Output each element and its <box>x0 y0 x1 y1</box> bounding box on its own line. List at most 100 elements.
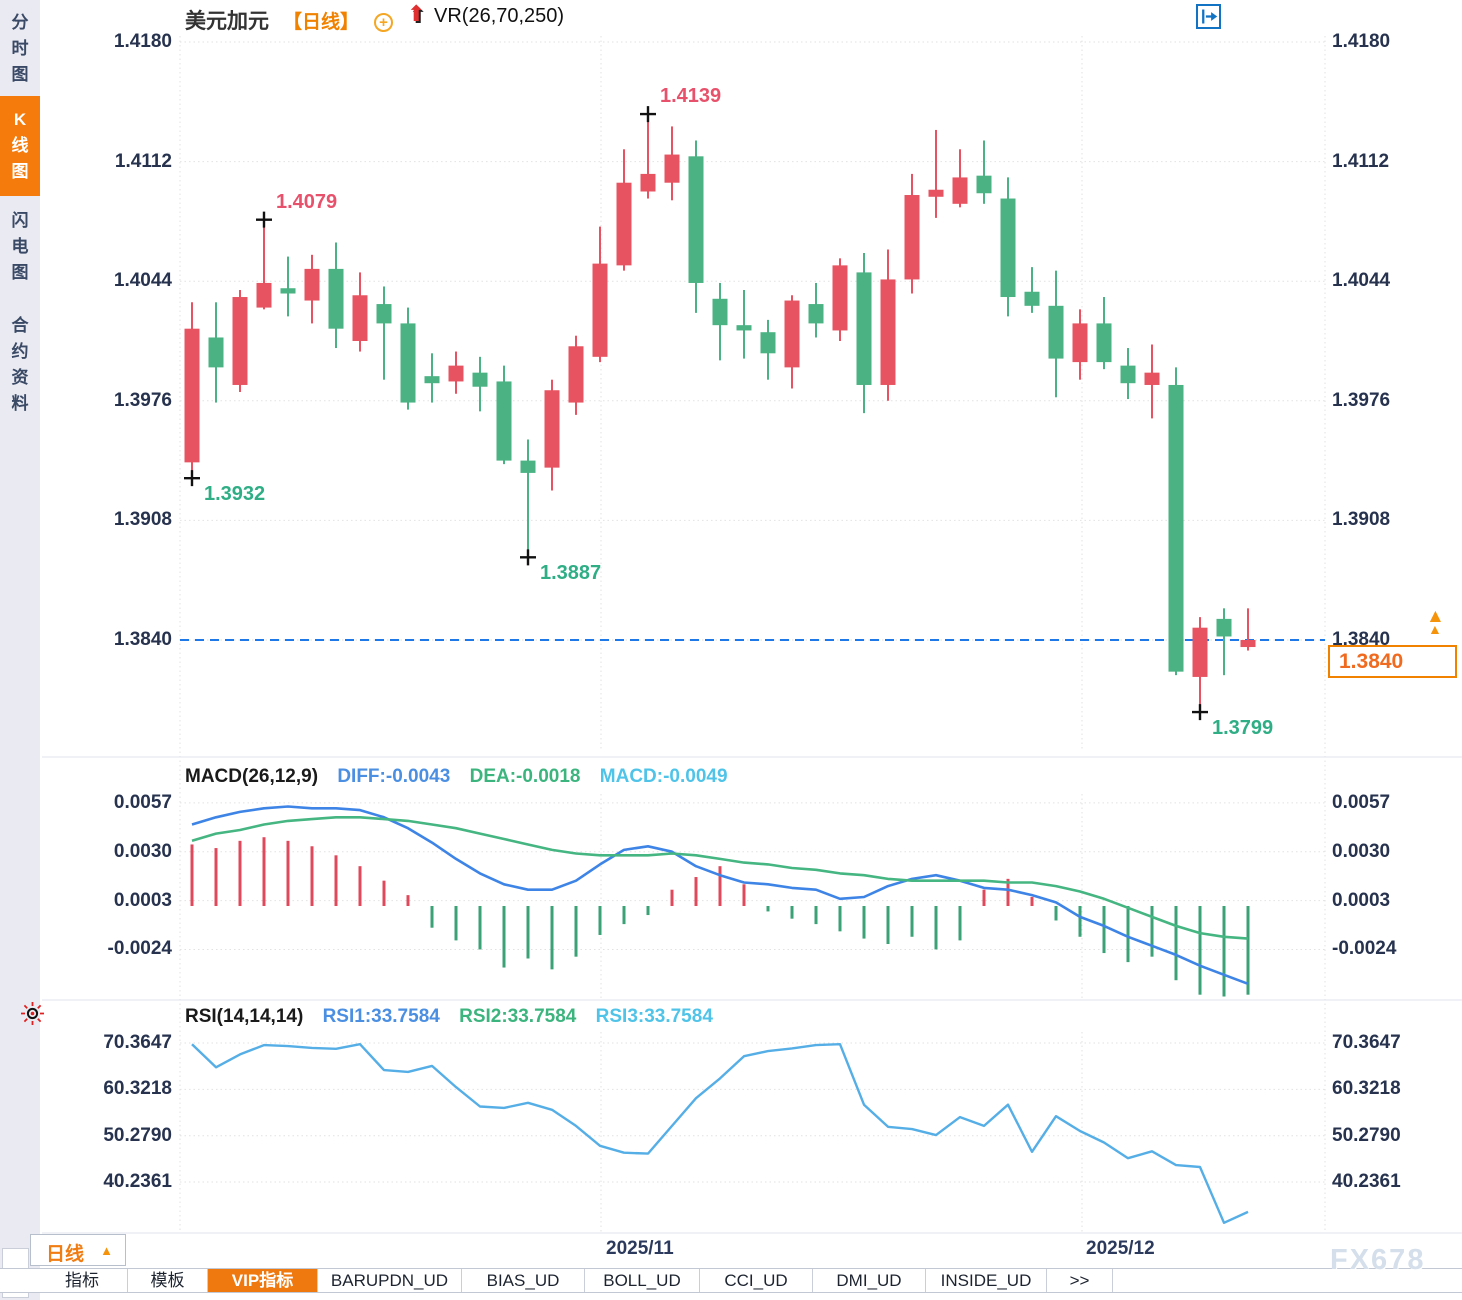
bottom-tab-9[interactable]: INSIDE_UD <box>926 1269 1047 1292</box>
rsi-tick-label: 40.2361 <box>1332 1171 1401 1193</box>
macd-histogram-bar <box>766 906 770 912</box>
indicator-tabbar: 指标 模板 VIP指标 BARUPDN_UD BIAS_UD BOLL_UD CCI_UD D… <box>0 1268 1462 1293</box>
rsi2-readout: RSI2:33.7584 <box>459 1006 577 1027</box>
candle <box>400 307 416 410</box>
candle <box>688 140 704 313</box>
period-selector[interactable]: 日线 ▲ <box>30 1234 126 1266</box>
price-tick-label: 1.4044 <box>113 270 172 292</box>
macd-title: MACD(26,12,9) <box>185 766 319 787</box>
macd-histogram-bar <box>838 906 842 932</box>
sidebar-tab-char: 合 <box>11 316 29 335</box>
macd-histogram-bar <box>886 906 890 945</box>
bottom-tab-1[interactable]: 指标 <box>37 1269 128 1292</box>
price-tick-label: 1.4044 <box>1332 270 1391 292</box>
sidebar-tab-char: 时 <box>11 39 29 58</box>
candle <box>976 140 992 204</box>
macd-histogram-bar <box>502 906 506 968</box>
macd-histogram-bar <box>790 906 794 919</box>
macd-histogram-bar <box>478 906 482 950</box>
macd-histogram-bar <box>526 906 530 959</box>
macd-histogram-bar <box>958 906 962 941</box>
candle <box>1192 617 1208 713</box>
candle <box>448 351 464 394</box>
candle <box>616 149 632 271</box>
chevron-up-icon: ▲ <box>100 1243 113 1258</box>
macd-histogram-bar <box>310 846 314 906</box>
macd-tick-label: -0.0024 <box>1332 938 1397 960</box>
macd-histogram-bar <box>382 880 386 906</box>
candle <box>808 282 824 338</box>
candle <box>184 302 200 479</box>
rsi-tick-label: 60.3218 <box>1332 1078 1401 1100</box>
extreme-cross-marker <box>184 470 200 487</box>
bottom-tab-5[interactable]: BIAS_UD <box>462 1269 585 1292</box>
macd-macd-readout: MACD:-0.0049 <box>599 766 728 787</box>
sidebar-tab-1[interactable]: 分时图 <box>0 4 40 94</box>
jump-to-latest-tool-icon[interactable] <box>1196 4 1221 29</box>
candle <box>1168 367 1184 676</box>
candle <box>1048 270 1064 398</box>
price-up-marker-icon: ▲ <box>1426 606 1445 627</box>
macd-histogram-bar <box>358 866 362 906</box>
macd-histogram-bar <box>574 906 578 957</box>
circle-plus-icon[interactable]: + <box>374 13 393 32</box>
candle <box>664 126 680 201</box>
bottom-tab-3[interactable]: VIP指标 <box>208 1269 318 1292</box>
rsi-tick-label: 50.2790 <box>1332 1124 1401 1146</box>
candle <box>736 289 752 359</box>
candle <box>1216 608 1232 676</box>
sidebar-tab-3[interactable]: 闪电图 <box>0 198 40 296</box>
macd-tick-label: 0.0003 <box>113 889 172 911</box>
rsi-tick-label: 70.3647 <box>1332 1032 1401 1053</box>
symbol-title: 美元加元 <box>185 10 269 33</box>
candle <box>832 258 848 341</box>
macd-diff-line <box>191 805 1249 986</box>
indicator-settings-sun-icon[interactable] <box>19 1000 46 1027</box>
bottom-tab-7[interactable]: CCI_UD <box>700 1269 813 1292</box>
rsi-line <box>191 1042 1249 1225</box>
sidebar-tab-char: 图 <box>11 263 29 282</box>
candle <box>328 242 344 349</box>
price-tick-label: 1.4112 <box>1332 150 1390 172</box>
bottom-tab-2[interactable]: 模板 <box>128 1269 208 1292</box>
period-tag: 【日线】 <box>283 12 360 33</box>
bottom-tab-6[interactable]: BOLL_UD <box>585 1269 700 1292</box>
candle <box>1240 608 1256 651</box>
macd-histogram-bar <box>214 848 218 906</box>
candle <box>1000 177 1016 317</box>
macd-histogram-bar <box>1030 896 1034 906</box>
bottom-tab-10[interactable]: >> <box>1047 1269 1113 1292</box>
macd-histogram-bar <box>1078 906 1082 937</box>
macd-tick-label: -0.0024 <box>107 938 172 960</box>
price-up-marker-icon: ▲ <box>1428 621 1442 637</box>
sidebar-tab-4[interactable]: 合约资料 <box>0 300 40 430</box>
rsi-tick-label: 60.3218 <box>103 1078 172 1100</box>
macd-histogram-bar <box>1174 906 1178 981</box>
price-tick-label: 1.3908 <box>113 509 172 531</box>
extreme-cross-marker <box>640 106 656 123</box>
candle <box>304 254 320 324</box>
macd-histogram-bar <box>598 906 602 935</box>
candle <box>712 282 728 361</box>
macd-histogram-bar <box>982 889 986 906</box>
price-tick-label: 1.4112 <box>114 150 172 172</box>
sidebar-tab-char: K <box>13 110 27 129</box>
candle <box>1120 348 1136 400</box>
candle <box>760 319 776 380</box>
rsi1-readout: RSI1:33.7584 <box>322 1006 440 1027</box>
sidebar-tab-char: 料 <box>11 394 29 413</box>
extreme-cross-marker <box>1192 704 1208 721</box>
candle <box>376 286 392 380</box>
candle <box>256 219 272 310</box>
candle <box>472 356 488 412</box>
macd-histogram-bar <box>334 855 338 906</box>
candle <box>520 439 536 558</box>
macd-histogram-bar <box>406 895 410 906</box>
candle <box>352 272 368 352</box>
bottom-tab-4[interactable]: BARUPDN_UD <box>318 1269 462 1292</box>
bottom-tab-8[interactable]: DMI_UD <box>813 1269 926 1292</box>
macd-diff-readout: DIFF:-0.0043 <box>337 766 451 787</box>
